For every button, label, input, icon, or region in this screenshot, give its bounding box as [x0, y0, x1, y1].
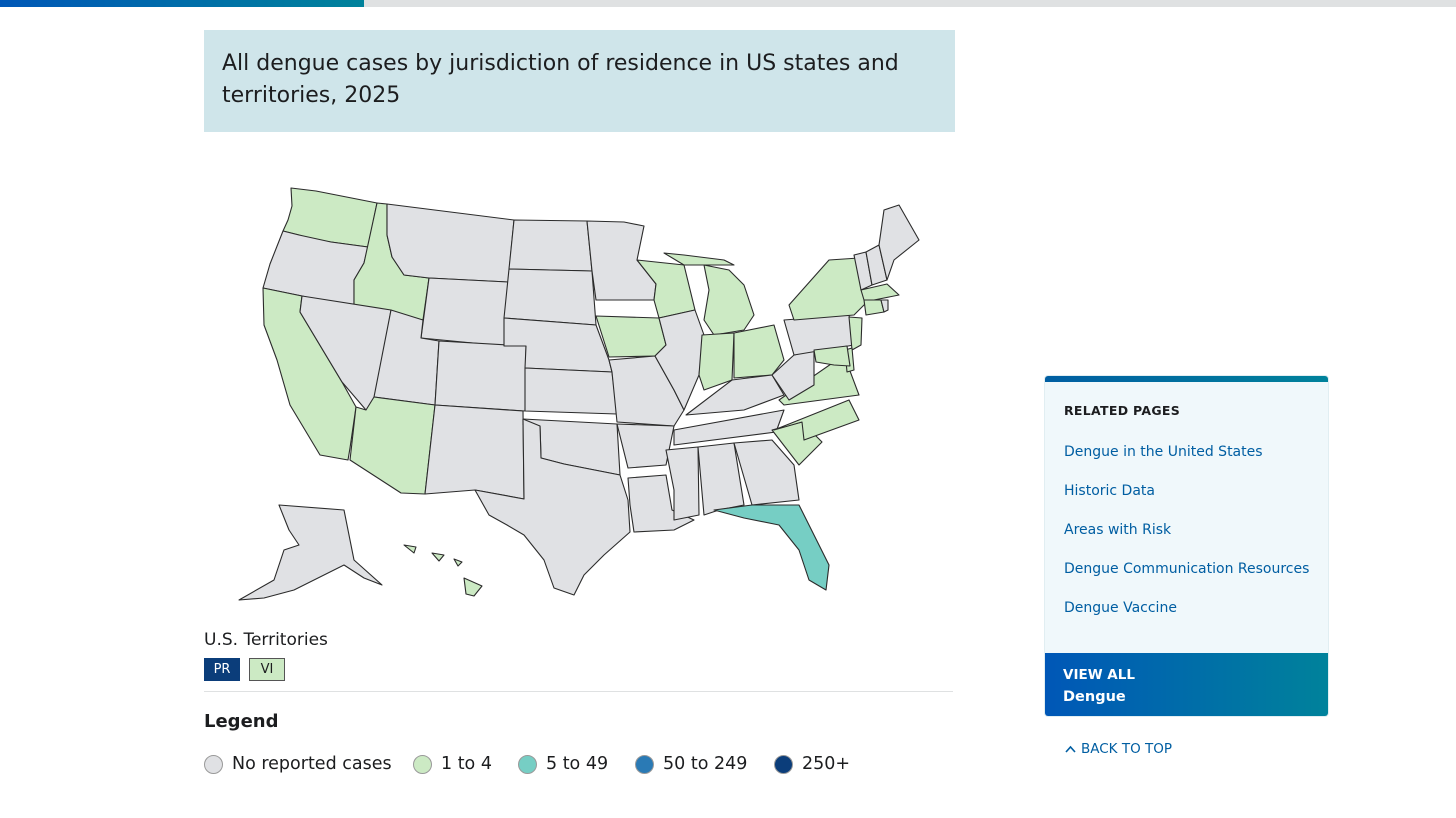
legend-label: 250+: [802, 754, 851, 774]
related-link-dengue-us[interactable]: Dengue in the United States: [1064, 444, 1263, 460]
state-hi[interactable]: [403, 544, 483, 597]
legend-swatch-250-plus: [774, 754, 793, 774]
state-mt[interactable]: [386, 203, 515, 283]
reading-progress-track: [0, 0, 1456, 7]
state-tx[interactable]: [474, 418, 631, 596]
state-ms[interactable]: [665, 446, 700, 521]
legend-swatch-50-249: [635, 754, 654, 774]
state-in[interactable]: [698, 332, 735, 391]
legend-divider: [204, 691, 953, 692]
map-title-banner: All dengue cases by jurisdiction of resi…: [204, 30, 955, 132]
legend-swatch-5-49: [518, 754, 537, 774]
reading-progress-bar: [0, 0, 364, 7]
back-to-top-link[interactable]: BACK TO TOP: [1064, 741, 1172, 757]
view-all-label: VIEW ALL: [1063, 667, 1135, 683]
legend-item-5-49: 5 to 49: [518, 752, 608, 776]
legend-swatch-1-4: [413, 754, 432, 774]
state-mi[interactable]: [663, 252, 755, 336]
legend-item-1-4: 1 to 4: [413, 752, 492, 776]
legend-label: No reported cases: [232, 754, 392, 774]
state-fl[interactable]: [713, 504, 830, 591]
related-link-areas-with-risk[interactable]: Areas with Risk: [1064, 522, 1172, 538]
legend-item-250-plus: 250+: [774, 752, 850, 776]
legend-label: 5 to 49: [546, 754, 609, 774]
state-co[interactable]: [434, 340, 527, 412]
state-ia[interactable]: [595, 315, 667, 358]
related-link-dengue-vaccine[interactable]: Dengue Vaccine: [1064, 600, 1177, 616]
state-ky[interactable]: [685, 374, 785, 416]
related-link-communication-resources[interactable]: Dengue Communication Resources: [1064, 561, 1310, 577]
legend-item-none: No reported cases: [204, 752, 392, 776]
state-nm[interactable]: [424, 404, 525, 500]
territories-label: U.S. Territories: [204, 630, 328, 650]
chevron-up-icon: [1065, 745, 1076, 753]
state-md[interactable]: [813, 345, 851, 367]
state-ri[interactable]: [880, 299, 889, 313]
state-oh[interactable]: [733, 324, 785, 379]
map-title: All dengue cases by jurisdiction of resi…: [222, 51, 899, 108]
state-wv[interactable]: [771, 349, 815, 401]
legend-item-50-249: 50 to 249: [635, 752, 747, 776]
back-to-top-label: BACK TO TOP: [1081, 741, 1173, 757]
us-dengue-map: [238, 187, 920, 601]
related-link-historic-data[interactable]: Historic Data: [1064, 483, 1155, 499]
state-nj[interactable]: [848, 316, 863, 351]
related-card-accent-bar: [1045, 376, 1328, 382]
state-il[interactable]: [654, 309, 705, 411]
legend-label: 50 to 249: [663, 754, 748, 774]
related-pages-card: RELATED PAGES Dengue in the United State…: [1044, 375, 1329, 717]
related-pages-heading: RELATED PAGES: [1064, 403, 1181, 418]
state-wy[interactable]: [420, 277, 509, 347]
state-ks[interactable]: [524, 367, 618, 415]
state-ar[interactable]: [616, 423, 675, 469]
view-all-target: Dengue: [1063, 689, 1126, 705]
legend-title: Legend: [204, 711, 279, 732]
legend-swatch-none: [204, 754, 223, 774]
state-ma[interactable]: [860, 283, 900, 301]
view-all-dengue-button[interactable]: VIEW ALL Dengue: [1045, 653, 1328, 716]
legend-label: 1 to 4: [441, 754, 492, 774]
state-ak[interactable]: [238, 504, 383, 601]
territory-pr-button[interactable]: PR: [204, 658, 240, 681]
state-nc[interactable]: [773, 399, 860, 441]
state-nd[interactable]: [508, 219, 593, 272]
territory-vi-button[interactable]: VI: [249, 658, 285, 681]
state-ga[interactable]: [733, 439, 800, 506]
state-tn[interactable]: [673, 409, 785, 446]
state-sd[interactable]: [503, 268, 597, 326]
state-az[interactable]: [349, 396, 436, 495]
state-me[interactable]: [878, 204, 920, 281]
